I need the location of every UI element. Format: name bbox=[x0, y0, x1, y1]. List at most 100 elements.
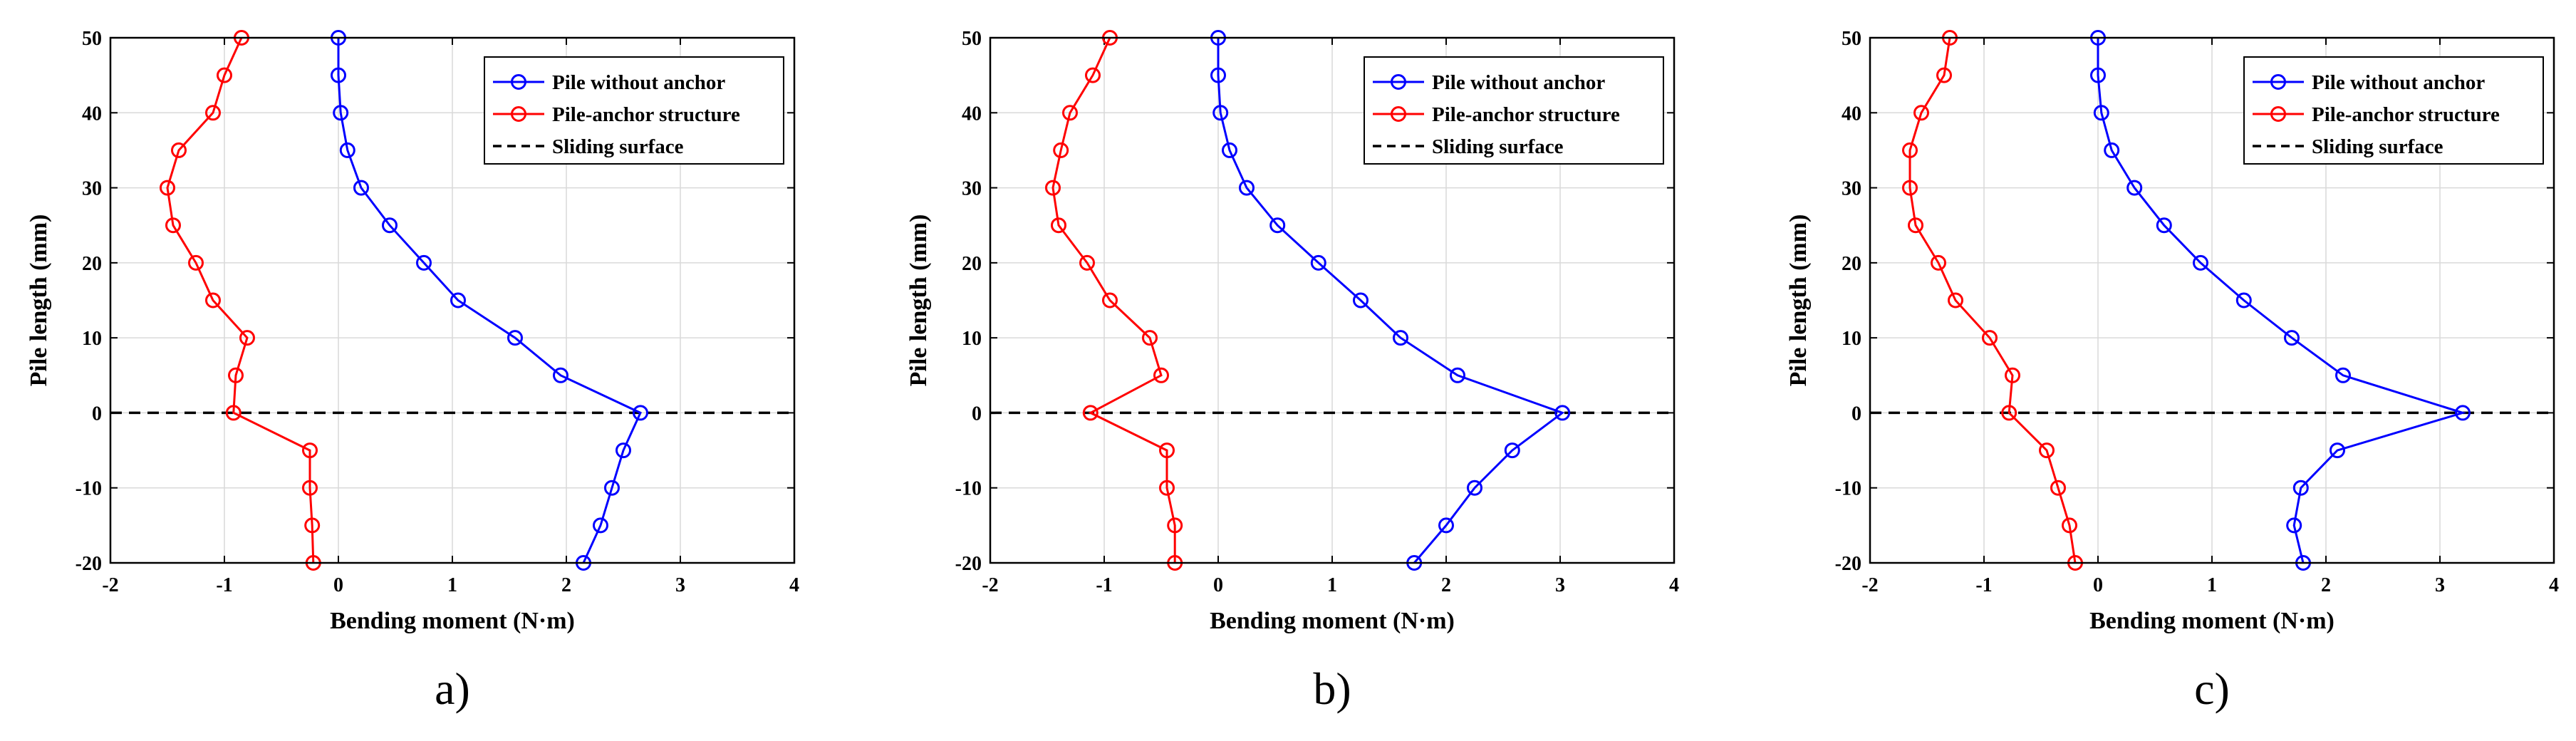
x-tick-label: 2 bbox=[1441, 574, 1451, 596]
data-point bbox=[1269, 217, 1286, 234]
legend-label: Pile without anchor bbox=[1432, 71, 1605, 94]
data-point bbox=[1931, 254, 1946, 271]
legend-box bbox=[2243, 56, 2544, 165]
data-point bbox=[2156, 217, 2172, 234]
data-point bbox=[1438, 517, 1454, 534]
legend-box bbox=[1364, 56, 1664, 165]
x-tick-label: 1 bbox=[447, 574, 457, 596]
data-point bbox=[1079, 254, 1095, 271]
data-point bbox=[239, 330, 255, 346]
data-point bbox=[205, 105, 221, 121]
data-point bbox=[353, 180, 369, 196]
legend-label: Pile-anchor structure bbox=[552, 103, 740, 126]
data-point bbox=[2284, 330, 2300, 346]
data-point bbox=[593, 517, 608, 534]
y-tick-label: -10 bbox=[76, 478, 102, 500]
data-point bbox=[1159, 442, 1175, 459]
legend-label: Sliding surface bbox=[552, 135, 684, 158]
x-tick-label: -2 bbox=[982, 574, 998, 596]
y-tick-label: -10 bbox=[955, 478, 982, 500]
legend-label: Pile without anchor bbox=[2312, 71, 2485, 94]
y-tick-label: 0 bbox=[972, 403, 982, 425]
data-point bbox=[2005, 367, 2020, 383]
data-point bbox=[616, 442, 631, 459]
legend-marker bbox=[2270, 106, 2286, 122]
data-point bbox=[165, 217, 181, 234]
x-tick-label: 0 bbox=[1213, 574, 1223, 596]
data-point bbox=[1902, 180, 1918, 196]
series-line-without-anchor bbox=[2097, 38, 2467, 564]
x-tick-label: 4 bbox=[1669, 574, 1679, 596]
panel-label: a) bbox=[435, 663, 470, 714]
data-point bbox=[1936, 67, 1952, 83]
data-point bbox=[171, 142, 187, 158]
data-point bbox=[304, 517, 321, 534]
data-point bbox=[1167, 517, 1183, 534]
data-point bbox=[1554, 405, 1571, 421]
y-tick-label: 30 bbox=[1842, 178, 1861, 200]
data-point bbox=[1239, 180, 1255, 196]
panel-label: b) bbox=[1313, 663, 1351, 714]
legend-label: Pile-anchor structure bbox=[1432, 103, 1620, 126]
data-point bbox=[1212, 105, 1229, 121]
legend: Pile without anchor Pile-anchor structure… bbox=[2243, 56, 2544, 165]
legend: Pile without anchor Pile-anchor structure… bbox=[1364, 56, 1664, 165]
data-point bbox=[333, 105, 349, 121]
data-point bbox=[1353, 292, 1368, 309]
legend-marker bbox=[1391, 74, 1406, 90]
y-tick-label: 20 bbox=[1842, 253, 1861, 275]
y-axis-label: Pile length (mm) bbox=[26, 214, 52, 387]
data-point bbox=[2050, 480, 2066, 496]
data-point bbox=[2193, 254, 2208, 271]
legend-label: Pile-anchor structure bbox=[2312, 103, 2500, 126]
legend-marker bbox=[511, 106, 526, 122]
y-tick-label: 50 bbox=[962, 28, 982, 50]
series-line-pile-anchor bbox=[166, 37, 315, 564]
y-tick-label: 10 bbox=[962, 328, 982, 350]
legend-marker bbox=[511, 74, 526, 90]
x-axis-label: Bending moment (N·m) bbox=[330, 608, 575, 634]
data-point bbox=[1153, 367, 1169, 383]
data-point bbox=[1045, 180, 1061, 196]
data-point bbox=[2001, 405, 2017, 421]
data-point bbox=[1393, 330, 1408, 346]
data-point bbox=[1902, 142, 1918, 158]
data-point bbox=[1467, 480, 1482, 496]
y-tick-label: -20 bbox=[1835, 553, 1861, 575]
y-tick-label: 20 bbox=[82, 253, 102, 275]
y-tick-label: 40 bbox=[962, 103, 982, 125]
y-tick-label: 50 bbox=[1842, 28, 1861, 50]
data-point bbox=[1210, 67, 1226, 83]
y-tick-label: 40 bbox=[82, 103, 102, 125]
data-point bbox=[188, 254, 204, 271]
x-tick-label: 4 bbox=[2549, 574, 2559, 596]
axes-frame bbox=[989, 36, 1676, 564]
panel-label: c) bbox=[2194, 663, 2230, 714]
y-tick-label: 50 bbox=[82, 28, 102, 50]
legend-marker bbox=[2270, 74, 2286, 90]
data-point bbox=[2090, 67, 2106, 83]
y-tick-label: -10 bbox=[1835, 478, 1861, 500]
data-point bbox=[217, 67, 232, 83]
legend-label: Pile without anchor bbox=[552, 71, 725, 94]
data-point bbox=[2126, 180, 2143, 196]
data-point bbox=[507, 330, 523, 346]
y-tick-label: -20 bbox=[76, 553, 102, 575]
legend: Pile without anchor Pile-anchor structure… bbox=[484, 56, 784, 165]
data-point bbox=[228, 367, 244, 383]
data-point bbox=[1913, 105, 1929, 121]
y-tick-label: 30 bbox=[82, 178, 102, 200]
data-point bbox=[1159, 480, 1175, 496]
x-tick-label: 2 bbox=[561, 574, 571, 596]
data-point bbox=[1310, 254, 1326, 271]
data-point bbox=[1053, 142, 1069, 158]
data-point bbox=[382, 217, 398, 234]
x-tick-label: -1 bbox=[216, 574, 232, 596]
x-tick-label: 3 bbox=[2435, 574, 2445, 596]
data-point bbox=[339, 142, 355, 158]
data-point bbox=[1102, 292, 1118, 309]
data-point bbox=[2330, 442, 2345, 459]
axes-frame bbox=[109, 36, 796, 564]
x-tick-label: 0 bbox=[2093, 574, 2103, 596]
